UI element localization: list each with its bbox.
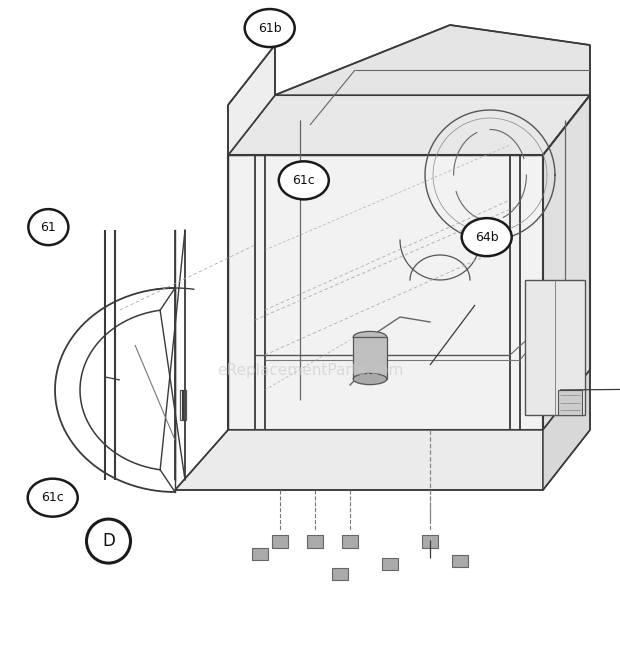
Text: 61c: 61c [42, 491, 64, 504]
Polygon shape [332, 568, 348, 580]
Ellipse shape [462, 218, 511, 256]
Polygon shape [342, 535, 358, 548]
Polygon shape [543, 370, 590, 490]
Text: 61c: 61c [293, 174, 315, 187]
Ellipse shape [28, 479, 78, 516]
Ellipse shape [245, 9, 294, 47]
Polygon shape [228, 155, 543, 430]
Polygon shape [175, 430, 543, 490]
Polygon shape [228, 95, 590, 155]
Text: 64b: 64b [475, 230, 498, 244]
Ellipse shape [353, 331, 387, 343]
Polygon shape [422, 535, 438, 548]
Polygon shape [543, 95, 590, 430]
Polygon shape [382, 558, 398, 570]
Polygon shape [307, 535, 323, 548]
Text: D: D [102, 532, 115, 550]
Polygon shape [558, 390, 582, 415]
Bar [353, 337, 387, 379]
Text: 61b: 61b [258, 21, 281, 35]
Text: eReplacementParts.com: eReplacementParts.com [217, 363, 403, 377]
Polygon shape [525, 280, 585, 415]
Ellipse shape [29, 209, 68, 245]
Polygon shape [275, 25, 590, 95]
Ellipse shape [279, 162, 329, 199]
Ellipse shape [353, 373, 387, 385]
Polygon shape [452, 555, 468, 567]
Polygon shape [252, 548, 268, 560]
Polygon shape [272, 535, 288, 548]
Polygon shape [228, 45, 275, 155]
Bar [180, 390, 186, 420]
Text: 61: 61 [40, 220, 56, 234]
Ellipse shape [87, 519, 130, 563]
